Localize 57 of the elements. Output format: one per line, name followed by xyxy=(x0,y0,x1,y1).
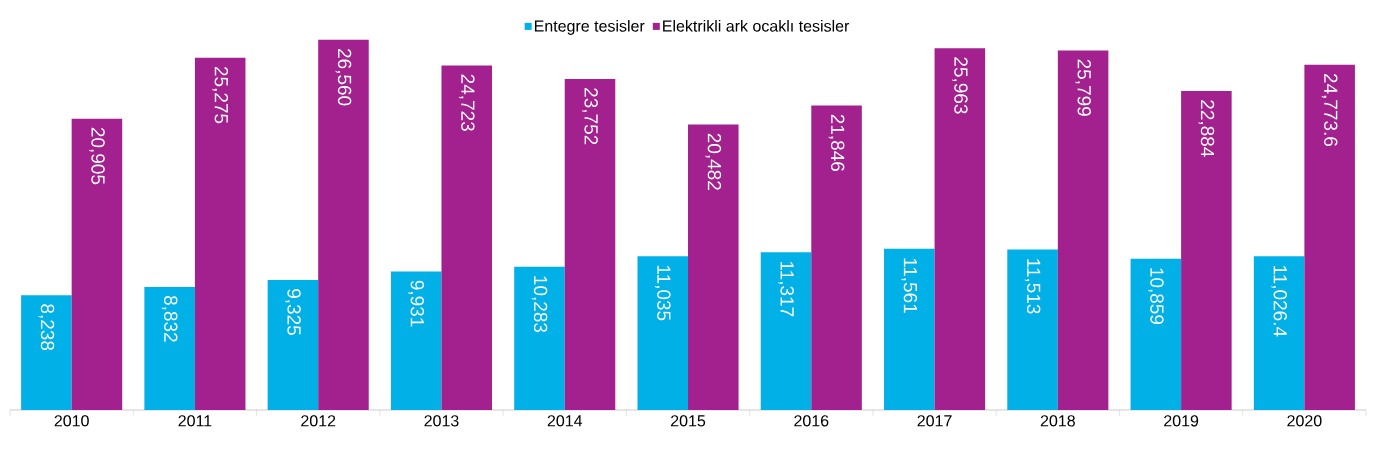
x-tick-label: 2010 xyxy=(54,415,89,427)
legend-label: Entegre tesisler xyxy=(534,19,645,35)
bar xyxy=(267,280,319,410)
data-label: 8,832 xyxy=(161,295,178,342)
data-label: 11,035 xyxy=(654,265,671,321)
x-tick-label: 2012 xyxy=(301,415,336,427)
data-label: 11,561 xyxy=(901,258,918,313)
data-label: 9,931 xyxy=(408,280,425,327)
x-tick-label: 2020 xyxy=(1287,415,1322,427)
x-tick-label: 2017 xyxy=(917,415,952,427)
data-label: 11,317 xyxy=(778,261,794,317)
x-tick-label: 2019 xyxy=(1164,415,1199,427)
data-label: 20,905 xyxy=(89,127,105,185)
bar xyxy=(21,295,72,410)
data-label: 26,560 xyxy=(335,48,352,106)
data-label: 11,026.4 xyxy=(1271,265,1287,337)
bar xyxy=(688,124,739,410)
data-label: 8,238 xyxy=(38,304,55,351)
bar xyxy=(934,48,986,410)
bar xyxy=(144,286,195,410)
data-label: 22,884 xyxy=(1198,100,1215,157)
data-label: 10,283 xyxy=(531,276,548,333)
bar xyxy=(811,105,862,410)
data-label: 9,325 xyxy=(285,289,301,335)
bar xyxy=(884,248,935,410)
x-tick-label: 2015 xyxy=(671,415,706,427)
bar xyxy=(318,39,369,410)
data-label: 11,513 xyxy=(1024,259,1041,314)
data-label: 20,482 xyxy=(705,133,722,190)
data-label: 25,963 xyxy=(951,57,968,114)
bar xyxy=(760,252,812,410)
data-label: 24,723 xyxy=(458,74,475,131)
bar xyxy=(514,266,565,410)
bar xyxy=(1130,258,1182,410)
x-tick-label: 2014 xyxy=(547,415,583,427)
x-tick-label: 2018 xyxy=(1040,415,1075,427)
x-tick-label: 2013 xyxy=(424,415,459,427)
bar xyxy=(194,57,246,410)
data-label: 24,773.6 xyxy=(1321,73,1338,147)
data-label: 25,799 xyxy=(1075,59,1091,116)
x-tick-label: 2011 xyxy=(178,415,212,427)
data-label: 10,859 xyxy=(1147,268,1164,325)
bar xyxy=(390,271,442,410)
bar xyxy=(1181,91,1232,410)
bar xyxy=(1057,50,1109,410)
legend-label: Elektrikli ark ocaklı tesisler xyxy=(663,19,850,32)
bar xyxy=(1253,256,1305,410)
data-label: 25,275 xyxy=(212,66,229,124)
x-tick-label: 2016 xyxy=(794,415,829,427)
data-label: 21,846 xyxy=(828,114,845,171)
bar xyxy=(1007,249,1058,410)
bar xyxy=(564,78,616,410)
bar xyxy=(71,118,123,410)
bar xyxy=(441,65,493,410)
data-label: 23,752 xyxy=(582,88,598,145)
bar xyxy=(637,256,689,410)
bar xyxy=(1304,64,1355,410)
